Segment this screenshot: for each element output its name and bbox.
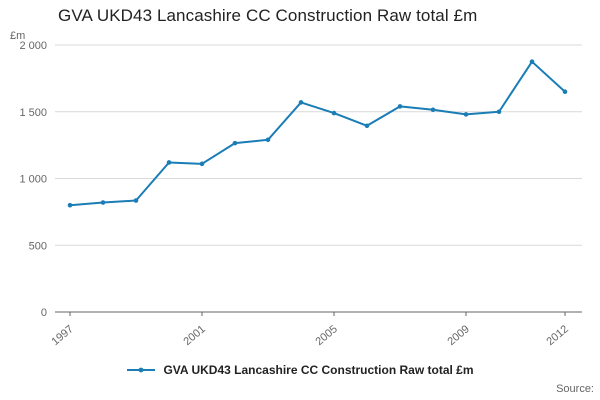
chart-title: GVA UKD43 Lancashire CC Construction Raw… xyxy=(58,6,478,25)
data-line xyxy=(69,60,566,207)
data-point-marker xyxy=(298,100,304,105)
legend-line-swatch xyxy=(127,367,156,373)
data-point-marker xyxy=(562,89,568,95)
source-label: Source: xyxy=(556,383,594,395)
data-point-marker xyxy=(199,161,205,167)
data-point-marker xyxy=(463,112,469,117)
x-tick-label: 2005 xyxy=(313,323,339,348)
y-tick-label: 1 000 xyxy=(19,174,47,186)
x-tick-label: 2012 xyxy=(544,323,570,348)
data-point-marker xyxy=(133,198,139,203)
data-point-marker xyxy=(265,137,271,143)
x-tick-label: 1997 xyxy=(49,323,75,348)
x-tick-label: 2009 xyxy=(445,323,471,348)
y-tick-label: 1 500 xyxy=(19,107,47,119)
y-tick-label: 2 000 xyxy=(19,40,47,52)
data-point-marker xyxy=(67,202,73,208)
data-point-marker xyxy=(529,59,535,64)
y-axis-unit-label: £m xyxy=(10,30,26,42)
x-tick-label: 2001 xyxy=(181,323,207,348)
legend-series-label: GVA UKD43 Lancashire CC Construction Raw… xyxy=(163,363,474,377)
data-point-marker xyxy=(331,110,337,116)
y-tick-label: 0 xyxy=(41,307,47,319)
data-point-marker xyxy=(430,107,436,113)
line-chart-plot: 0 500 1 000 1 500 2 000 1997 2001 2005 2009 2012 xyxy=(19,40,582,348)
data-point-marker xyxy=(397,104,403,109)
y-tick-label: 500 xyxy=(29,240,47,252)
legend: GVA UKD43 Lancashire CC Construction Raw… xyxy=(0,363,600,377)
data-point-marker xyxy=(232,140,238,146)
data-point-marker xyxy=(496,109,502,115)
data-point-marker xyxy=(100,200,106,205)
data-point-marker xyxy=(364,123,370,129)
data-point-marker xyxy=(166,160,172,165)
